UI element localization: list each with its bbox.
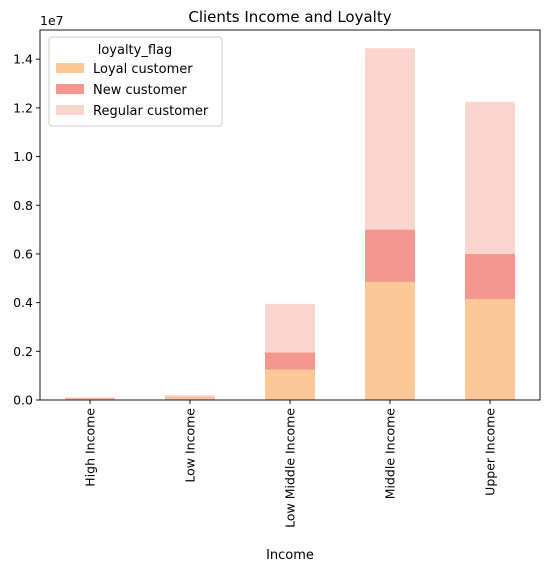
legend-label: New customer: [93, 83, 187, 98]
bar-regular-customer-low-middle-income: [265, 303, 315, 353]
y-tick-label: 0.2: [13, 344, 33, 359]
chart-title: Clients Income and Loyalty: [188, 8, 391, 26]
y-tick-label: 0.4: [13, 295, 33, 310]
bar-new-customer-low-middle-income: [265, 352, 315, 370]
plot-frame: [39, 29, 541, 401]
legend-swatch: [56, 84, 84, 94]
bar-new-customer-upper-income: [465, 253, 515, 299]
bar-new-customer-middle-income: [365, 229, 415, 282]
bar-regular-customer-upper-income: [465, 101, 515, 254]
bar-loyal-customer-high-income: [65, 398, 115, 400]
bar-loyal-customer-low-income: [165, 397, 215, 400]
y-tick-label: 0.6: [13, 246, 33, 261]
legend-label: Loyal customer: [93, 62, 193, 77]
y-tick-label: 1.2: [13, 100, 33, 115]
y-tick-label: 1.0: [13, 149, 33, 164]
bar-regular-customer-low-income: [165, 395, 215, 398]
legend: loyalty_flag Loyal customer New customer Re…: [48, 36, 223, 127]
x-tick-label: Low Middle Income: [283, 408, 298, 528]
bar-loyal-customer-upper-income: [465, 298, 515, 400]
legend-swatch: [56, 105, 84, 115]
bar-regular-customer-middle-income: [365, 48, 415, 230]
y-axis: 0.0 0.2 0.4 0.6 0.8 1.0 1.2 1.4: [13, 52, 40, 408]
y-tick-label: 1.4: [13, 52, 33, 67]
legend-box: [48, 36, 223, 127]
legend-title: loyalty_flag: [98, 43, 173, 58]
x-tick-label: Upper Income: [483, 408, 498, 496]
x-axis: High Income Low Income Low Middle Income Mi…: [83, 400, 498, 528]
bar-loyal-customer-middle-income: [365, 281, 415, 400]
y-tick-label: 0.0: [13, 393, 33, 408]
x-axis-title: Income: [266, 548, 314, 563]
y-offset-label: 1e7: [40, 13, 64, 28]
bars-group: [65, 48, 515, 400]
x-tick-label: High Income: [83, 408, 98, 487]
legend-swatch: [56, 63, 84, 73]
x-tick-label: Low Income: [183, 408, 198, 483]
legend-label: Regular customer: [93, 104, 209, 119]
bar-loyal-customer-low-middle-income: [265, 369, 315, 400]
y-tick-label: 0.8: [13, 198, 33, 213]
bar-regular-customer-high-income: [65, 397, 115, 399]
x-tick-label: Middle Income: [383, 408, 398, 500]
